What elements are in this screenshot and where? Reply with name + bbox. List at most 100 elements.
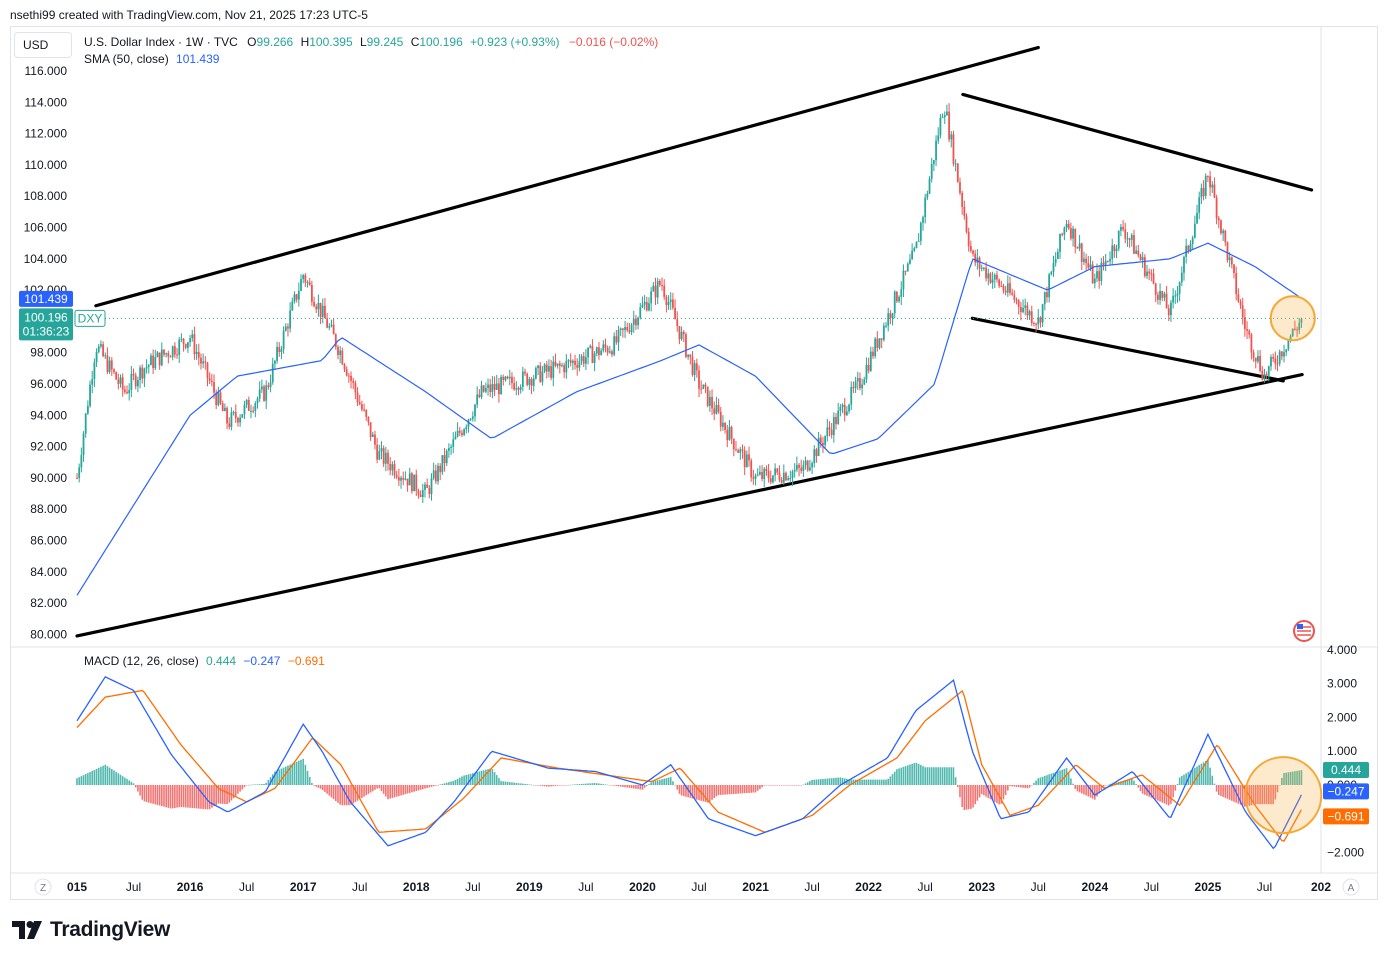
macd-histogram-bar bbox=[519, 783, 522, 785]
candle-body bbox=[202, 361, 205, 364]
candle-body bbox=[1176, 293, 1179, 296]
macd-histogram-bar bbox=[435, 785, 437, 786]
candle-body bbox=[376, 444, 379, 460]
macd-histogram-bar bbox=[134, 785, 137, 788]
candle-body bbox=[302, 275, 305, 280]
macd-histogram-bar bbox=[110, 769, 113, 785]
candle-body bbox=[978, 257, 981, 269]
candle-body bbox=[1113, 245, 1116, 251]
candle-body bbox=[1257, 355, 1259, 362]
candle-body bbox=[86, 406, 89, 414]
candle-body bbox=[1059, 233, 1061, 252]
macd-histogram-bar bbox=[563, 785, 565, 786]
macd-histogram-bar bbox=[258, 784, 261, 785]
macd-histogram-bar bbox=[424, 785, 426, 789]
candle-body bbox=[1254, 357, 1257, 362]
macd-histogram-bar bbox=[669, 777, 672, 785]
candle-body bbox=[1187, 245, 1190, 251]
candle-body bbox=[772, 475, 774, 483]
macd-histogram-bar bbox=[284, 766, 287, 785]
candle-body bbox=[89, 384, 91, 407]
macd-histogram-bar bbox=[1202, 762, 1205, 785]
candle-body bbox=[1089, 264, 1092, 268]
macd-histogram-bar bbox=[184, 785, 187, 808]
macd-histogram-bar bbox=[1283, 773, 1285, 785]
candle-body bbox=[811, 463, 813, 468]
candle-body bbox=[117, 379, 120, 384]
candle-body bbox=[802, 465, 805, 471]
macd-histogram-bar bbox=[724, 785, 726, 795]
macd-histogram-bar bbox=[1194, 767, 1196, 785]
macd-histogram-bar bbox=[108, 767, 111, 785]
candle-body bbox=[632, 318, 635, 325]
macd-histogram-bar bbox=[1072, 783, 1074, 785]
macd-histogram-bar bbox=[254, 784, 257, 785]
macd-histogram-bar bbox=[1213, 783, 1216, 785]
candle-body bbox=[863, 379, 866, 385]
candle-body bbox=[154, 357, 157, 369]
candle-body bbox=[991, 279, 994, 283]
macd-histogram-bar bbox=[234, 785, 237, 797]
price-tick-label: 110.000 bbox=[25, 158, 68, 172]
macd-histogram-bar bbox=[946, 767, 948, 785]
price-tick-label: 94.000 bbox=[30, 408, 67, 422]
macd-histogram-bar bbox=[1074, 785, 1077, 789]
candle-body bbox=[1043, 292, 1046, 305]
macd-histogram-bar bbox=[602, 784, 605, 785]
macd-histogram-bar bbox=[528, 784, 531, 785]
candle-body bbox=[563, 365, 566, 373]
candle-body bbox=[230, 412, 233, 427]
macd-histogram-bar bbox=[395, 785, 398, 797]
macd-histogram-bar bbox=[1263, 785, 1266, 805]
candle-body bbox=[1006, 283, 1009, 293]
macd-histogram-bar bbox=[835, 777, 837, 785]
candle-body bbox=[711, 396, 713, 409]
candle-body bbox=[924, 197, 927, 218]
macd-histogram-bar bbox=[511, 782, 513, 785]
macd-histogram-bar bbox=[411, 785, 413, 793]
zoom-reset-label: Z bbox=[40, 883, 46, 894]
candle-body bbox=[304, 275, 307, 283]
candle-body bbox=[822, 442, 824, 445]
candle-body bbox=[767, 471, 770, 479]
candle-body bbox=[606, 347, 609, 353]
price-tick-label: 104.000 bbox=[24, 252, 68, 266]
macd-histogram-bar bbox=[843, 778, 846, 785]
candle-body bbox=[974, 253, 977, 263]
candle-body bbox=[252, 410, 255, 412]
candle-body bbox=[909, 259, 911, 264]
chart-frame[interactable]: 116.000 114.000 112.000 110.000 108.000 106.0… bbox=[10, 26, 1378, 900]
macd-histogram-bar bbox=[265, 782, 268, 785]
macd-histogram-bar bbox=[1270, 785, 1272, 805]
candle-body bbox=[985, 267, 987, 279]
candle-body bbox=[922, 217, 924, 223]
macd-histogram-bar bbox=[1120, 781, 1122, 785]
candle-body bbox=[1128, 238, 1131, 240]
candle-body bbox=[689, 354, 692, 357]
candle-body bbox=[237, 418, 239, 423]
macd-histogram-bar bbox=[1204, 761, 1207, 785]
macd-histogram-bar bbox=[139, 785, 141, 796]
macd-histogram-bar bbox=[796, 785, 798, 786]
macd-histogram-bar bbox=[978, 785, 981, 798]
currency-button[interactable]: USD bbox=[14, 32, 72, 58]
macd-histogram-bar bbox=[930, 767, 933, 785]
macd-histogram-bar bbox=[837, 777, 839, 785]
candle-body bbox=[1078, 243, 1081, 249]
candle-body bbox=[78, 467, 81, 479]
macd-histogram-bar bbox=[376, 785, 378, 789]
candle-body bbox=[1019, 306, 1022, 313]
time-tick-label: 2019 bbox=[516, 880, 543, 894]
candle-body bbox=[928, 178, 931, 194]
candle-body bbox=[961, 192, 964, 207]
macd-histogram-bar bbox=[606, 784, 609, 786]
tradingview-logo[interactable]: TradingView bbox=[12, 918, 170, 942]
candle-body bbox=[128, 389, 131, 394]
macd-histogram-bar bbox=[358, 785, 361, 800]
candle-body bbox=[461, 432, 463, 435]
macd-histogram-bar bbox=[809, 781, 811, 785]
chart-svg[interactable]: 116.000 114.000 112.000 110.000 108.000 106.0… bbox=[11, 27, 1377, 899]
candle-body bbox=[1143, 257, 1146, 277]
macd-histogram-bar bbox=[628, 785, 631, 788]
sma-price-badge-text: 101.439 bbox=[24, 292, 68, 306]
